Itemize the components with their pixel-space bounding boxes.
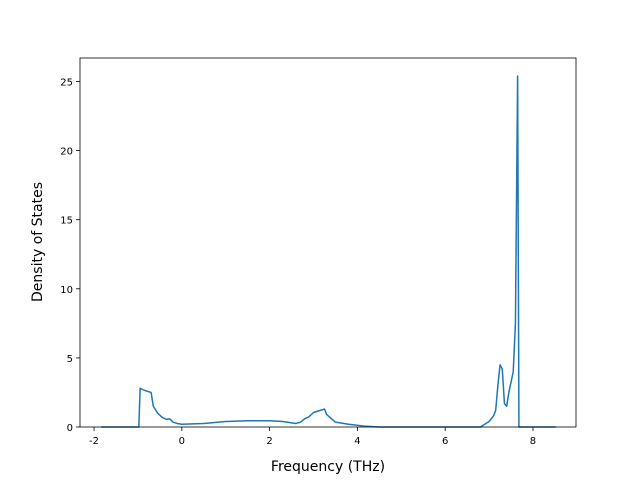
x-tick-label: 8: [530, 436, 536, 447]
y-tick-label: 25: [60, 77, 73, 88]
y-tick-label: 0: [67, 423, 73, 434]
x-tick-label: 2: [266, 436, 272, 447]
x-axis-label: Frequency (THz): [271, 459, 385, 475]
y-tick-label: 10: [60, 285, 73, 296]
plot-frame: [79, 57, 577, 428]
y-tick-label: 15: [60, 216, 73, 227]
data-line: [101, 75, 556, 428]
y-tick-label: 5: [67, 354, 73, 365]
x-tick-label: -2: [89, 436, 99, 447]
y-axis-label: Density of States: [30, 182, 46, 302]
x-tick-label: 4: [354, 436, 360, 447]
x-tick-label: 6: [442, 436, 448, 447]
y-tick-label: 20: [60, 147, 73, 158]
x-tick-label: 0: [179, 436, 185, 447]
